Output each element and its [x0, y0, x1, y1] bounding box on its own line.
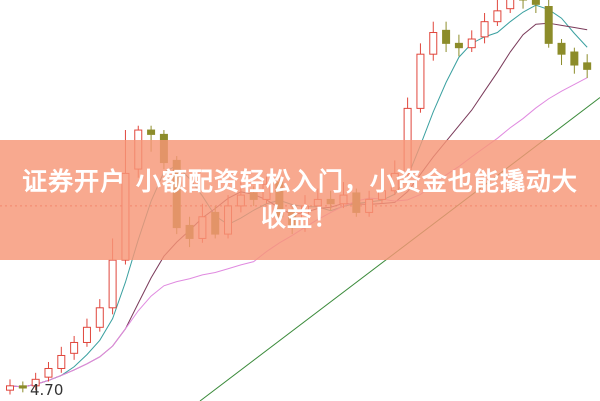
candle-up	[506, 0, 515, 10]
candle-down	[454, 42, 463, 49]
candle-up	[108, 259, 117, 309]
candle-up	[95, 307, 104, 328]
candle-up	[70, 341, 79, 354]
candle-down	[570, 51, 579, 66]
price-low-label: 4.70	[30, 381, 64, 399]
candle-up	[6, 385, 14, 391]
headline-text: 证券开户 小额配资轻松入门，小资金也能撬动大收益！	[22, 167, 578, 232]
candle-down	[147, 129, 156, 135]
candle-up	[416, 53, 425, 109]
candle-down	[18, 385, 27, 389]
candle-down	[583, 62, 592, 70]
candle-up	[57, 354, 66, 369]
headline-banner: 证券开户 小额配资轻松入门，小资金也能撬动大收益！	[0, 140, 600, 260]
candle-up	[467, 38, 476, 49]
candle-down	[442, 29, 451, 44]
candle-up	[480, 21, 489, 38]
candle-up	[31, 378, 40, 387]
candle-up	[429, 32, 438, 55]
candle-up	[82, 326, 91, 343]
candle-down	[557, 42, 566, 55]
candle-up	[493, 10, 502, 23]
candle-down	[531, 0, 540, 5]
candle-up	[44, 367, 53, 378]
candle-down	[544, 6, 553, 44]
